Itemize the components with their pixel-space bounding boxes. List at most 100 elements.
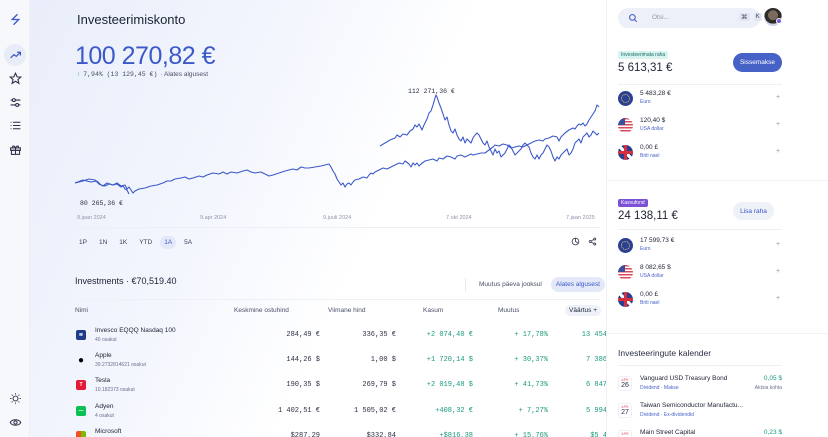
- calendar-event[interactable]: APR Main Street Capital 0,23 $: [618, 429, 782, 437]
- uninvested-cash-amount: 5 613,31 €: [618, 62, 673, 74]
- add-icon[interactable]: +: [776, 94, 781, 101]
- divider: [465, 277, 466, 292]
- star-icon[interactable]: [4, 67, 26, 89]
- event-name: Main Street Capital: [640, 429, 696, 436]
- last-price: $332,84: [366, 432, 396, 437]
- asset-quantity: 4 osakut: [95, 413, 114, 419]
- total-balance: 100 270,82 €: [75, 42, 215, 70]
- event-day: 27: [621, 409, 629, 416]
- currency-row-usd[interactable]: 8 082,65 $ USA dollar +: [618, 263, 782, 283]
- sun-icon[interactable]: [4, 387, 26, 409]
- add-icon[interactable]: +: [776, 295, 781, 302]
- bolt-logo-icon[interactable]: [4, 8, 26, 30]
- right-panel: Otsi... ⌘ K Investeerimata raha 5 613,31…: [606, 0, 828, 437]
- currency-row-gbp[interactable]: 0,00 £ Briti nael +: [618, 143, 782, 163]
- profit: +1 720,14 $: [426, 356, 473, 364]
- currency-row-eur[interactable]: 17 599,73 € Euro +: [618, 236, 782, 256]
- calendar-date-icon: APR: [618, 430, 632, 437]
- share-icon[interactable]: [588, 237, 597, 246]
- currency-name: Briti nael: [640, 153, 660, 159]
- change-period: · Alates algusest: [160, 71, 209, 78]
- range-5a-button[interactable]: 5A: [184, 239, 193, 246]
- chart-line-continued: [74, 179, 130, 195]
- calendar-event[interactable]: APR 26 Vanguard USD Treasury Bond Divide…: [618, 375, 782, 399]
- table-row[interactable]: T Tesla 10.182373 osakut 190,35 $ 269,79…: [75, 377, 628, 403]
- table-row[interactable]: — Adyen 4 osakut 1 402,51 € 1 505,02 € +…: [75, 403, 628, 429]
- investments-title: Investments · €70,519.40: [75, 276, 177, 286]
- event-name: Vanguard USD Treasury Bond: [640, 375, 728, 382]
- range-1k-button[interactable]: 1K: [119, 239, 128, 246]
- range-1n-button[interactable]: 1N: [98, 239, 108, 246]
- add-icon[interactable]: +: [776, 268, 781, 275]
- gift-icon[interactable]: [4, 138, 26, 160]
- toggle-daily-change[interactable]: Muutus päeva jooksul: [479, 281, 542, 288]
- event-amount: 0,23 $: [763, 429, 782, 436]
- table-row[interactable]: ≋ Invesco EQQQ Nasdaq 100 40 osakut 284,…: [75, 327, 628, 353]
- currency-row-eur[interactable]: 5 483,28 € Euro +: [618, 89, 782, 109]
- col-header-value-sorted[interactable]: Väärtus +: [565, 305, 602, 316]
- range-1p-button[interactable]: 1P: [79, 239, 87, 246]
- search-icon: [629, 14, 638, 23]
- currency-name: USA dollar: [640, 126, 664, 132]
- col-header-name[interactable]: Nimi: [75, 307, 88, 314]
- col-header-change[interactable]: Muutus: [498, 307, 520, 314]
- uninvested-cash-badge: Investeerimata raha: [618, 51, 669, 59]
- x-tick: 9.jaan 2024: [77, 215, 106, 221]
- currency-name: USA dollar: [640, 273, 664, 279]
- avg-price: 190,35 $: [286, 381, 320, 389]
- calendar-date-icon: APR 27: [618, 403, 632, 418]
- add-icon[interactable]: +: [776, 241, 781, 248]
- asset-quantity: 40 osakut: [95, 337, 117, 343]
- us-flag-icon: [618, 265, 633, 280]
- currency-row-usd[interactable]: 120,40 $ USA dollar +: [618, 116, 782, 136]
- col-header-profit[interactable]: Kasum: [423, 307, 444, 314]
- page-title: Investeerimiskonto: [77, 12, 186, 27]
- eye-icon[interactable]: [4, 411, 26, 433]
- change-value: 7,94% (13 129,45 €): [83, 71, 158, 78]
- table-row[interactable]: Microsoft $287,29 $332,84 +$816,38 + 15,…: [75, 428, 628, 437]
- currency-row-gbp[interactable]: 0,00 £ Briti nael +: [618, 290, 782, 310]
- change-percent: + 17,78%: [514, 331, 548, 339]
- investments-toggle: Muutus päeva jooksul Alates algusest: [465, 277, 605, 292]
- last-price: 1,00 $: [370, 356, 396, 364]
- chart-type-icon[interactable]: [571, 237, 580, 246]
- divider: [75, 299, 600, 300]
- add-money-button[interactable]: Lisa raha: [733, 202, 774, 220]
- range-1a-button[interactable]: 1A: [160, 236, 177, 249]
- last-price: 336,35 €: [362, 331, 396, 339]
- range-ytd-button[interactable]: YTD: [139, 239, 153, 246]
- last-price: 1 505,02 €: [353, 407, 396, 415]
- asset-name: Tesla: [95, 377, 111, 384]
- section-divider: [607, 333, 828, 334]
- add-icon[interactable]: +: [776, 148, 781, 155]
- sidebar: [0, 0, 30, 437]
- asset-quantity: 39.2732814621 osakut: [95, 362, 146, 368]
- calendar-title: Investeeringute kalender: [618, 348, 712, 358]
- calendar-event[interactable]: APR 27 Taiwan Semiconductor Manufactu...…: [618, 402, 782, 426]
- portfolio-line-chart[interactable]: [75, 83, 600, 213]
- currency-name: Briti nael: [640, 300, 660, 306]
- arrow-up-icon: ↑: [77, 71, 81, 78]
- eu-flag-icon: [618, 238, 633, 253]
- change-percent: + 7,27%: [518, 407, 548, 415]
- trending-up-icon[interactable]: [4, 44, 26, 66]
- divider: [618, 229, 782, 230]
- event-month: APR: [621, 378, 629, 382]
- asset-name: Adyen: [95, 403, 114, 410]
- col-header-avg-price[interactable]: Keskmine ostuhind: [234, 307, 289, 314]
- range-selector: 1P 1N 1K YTD 1A 5A: [75, 236, 196, 249]
- change-percent: + 15,76%: [514, 432, 548, 437]
- currency-amount: 5 483,28 €: [640, 90, 671, 97]
- list-icon[interactable]: [4, 114, 26, 136]
- profit: +408,32 €: [435, 407, 473, 415]
- sliders-icon[interactable]: [4, 91, 26, 113]
- table-row[interactable]: ● Apple 39.2732814621 osakut 144,26 $ 1,…: [75, 352, 628, 378]
- x-tick: 9.apr 2024: [200, 215, 227, 221]
- search-input[interactable]: Otsi... ⌘ K: [618, 8, 762, 28]
- growth-fund-badge: Kasvufond: [618, 199, 648, 207]
- avg-price: 144,26 $: [286, 356, 320, 364]
- deposit-button[interactable]: Sissemakse: [733, 53, 782, 72]
- toggle-since-start[interactable]: Alates algusest: [550, 277, 605, 292]
- add-icon[interactable]: +: [776, 121, 781, 128]
- col-header-last-price[interactable]: Viimane hind: [328, 307, 366, 314]
